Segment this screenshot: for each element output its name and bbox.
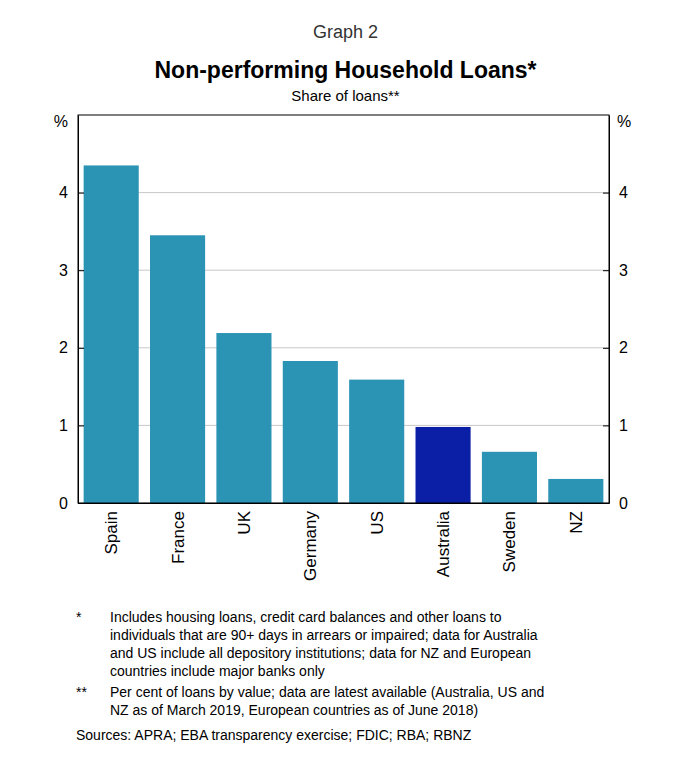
category-label: Sweden xyxy=(500,511,519,572)
bar xyxy=(283,361,338,503)
note-line: individuals that are 90+ days in arrears… xyxy=(110,627,538,643)
note-line: and US include all depository institutio… xyxy=(110,645,531,661)
tick-label: 2 xyxy=(619,339,628,356)
tick: 4 xyxy=(59,184,84,201)
bar xyxy=(349,380,404,503)
tick: Australia xyxy=(434,503,453,577)
tick-mark xyxy=(603,193,609,194)
tick-label: 0 xyxy=(59,495,68,512)
tick: 1 xyxy=(603,417,628,434)
tick: Germany xyxy=(301,503,320,581)
tick: 2 xyxy=(603,339,628,356)
grid xyxy=(78,193,609,503)
note-line: countries include major banks only xyxy=(110,663,325,679)
tick-mark xyxy=(78,193,84,194)
tick-mark xyxy=(78,425,84,426)
chart: Graph 2 Non-performing Household Loans* Sh… xyxy=(0,0,691,757)
title: Non-performing Household Loans* xyxy=(154,57,536,83)
category-label: Australia xyxy=(434,510,453,577)
tick: France xyxy=(169,503,188,564)
tick-label: 1 xyxy=(619,417,628,434)
bar xyxy=(216,333,271,503)
source: Sources: APRA; EBA transparency exercise… xyxy=(76,727,472,743)
tick-label: 3 xyxy=(619,262,628,279)
note-line: NZ as of March 2019, European countries … xyxy=(110,702,478,718)
notes: * Includes housing loans, credit card bal… xyxy=(76,609,544,743)
grid-line xyxy=(78,192,609,193)
tick: UK xyxy=(235,503,254,535)
tick: 3 xyxy=(603,262,628,279)
tick: 1 xyxy=(59,417,84,434)
bars xyxy=(84,165,604,503)
tick-label: 4 xyxy=(619,184,628,201)
tick-mark xyxy=(78,270,84,271)
y-unit-left: % xyxy=(54,113,68,130)
bar xyxy=(482,452,537,503)
category-label: France xyxy=(169,511,188,564)
tick-label: 2 xyxy=(59,339,68,356)
tick-mark xyxy=(603,348,609,349)
note-symbol: ** xyxy=(76,684,87,700)
tick: NZ xyxy=(567,503,586,534)
note-symbol: * xyxy=(76,609,82,625)
note-line: Per cent of loans by value; data are lat… xyxy=(110,684,544,700)
x-axis: Spain France UK Germany US Australia Sweden NZ xyxy=(79,503,610,581)
y-unit-right: % xyxy=(617,113,631,130)
axis-line xyxy=(609,116,610,504)
tick: 2 xyxy=(59,339,84,356)
tick-mark xyxy=(603,270,609,271)
category-label: US xyxy=(368,511,387,535)
tick-label: 0 xyxy=(619,495,628,512)
bar xyxy=(84,165,139,503)
axis-line xyxy=(79,503,610,504)
category-label: Spain xyxy=(102,511,121,554)
tick-mark xyxy=(603,425,609,426)
bar xyxy=(548,479,603,503)
bar xyxy=(416,427,471,503)
bar xyxy=(150,235,205,503)
tick: Spain xyxy=(102,503,121,554)
tick: 3 xyxy=(59,262,84,279)
category-label: UK xyxy=(235,510,254,534)
tick-label: 4 xyxy=(59,184,68,201)
tick-label: 1 xyxy=(59,417,68,434)
plot-frame xyxy=(78,115,609,503)
tick-label: 3 xyxy=(59,262,68,279)
tick-mark xyxy=(78,348,84,349)
tick: 4 xyxy=(603,184,628,201)
y-axis: 0 1 2 3 4 xyxy=(59,116,84,512)
category-label: Germany xyxy=(301,511,320,581)
category-label: NZ xyxy=(567,511,586,534)
note-line: Includes housing loans, credit card bala… xyxy=(110,609,502,625)
tick: US xyxy=(368,503,387,535)
tick: Sweden xyxy=(500,503,519,572)
axis-line xyxy=(78,116,79,504)
graph-label: Graph 2 xyxy=(313,22,378,42)
subtitle: Share of loans** xyxy=(291,87,400,104)
y-axis: 0 1 2 3 4 xyxy=(603,116,628,512)
